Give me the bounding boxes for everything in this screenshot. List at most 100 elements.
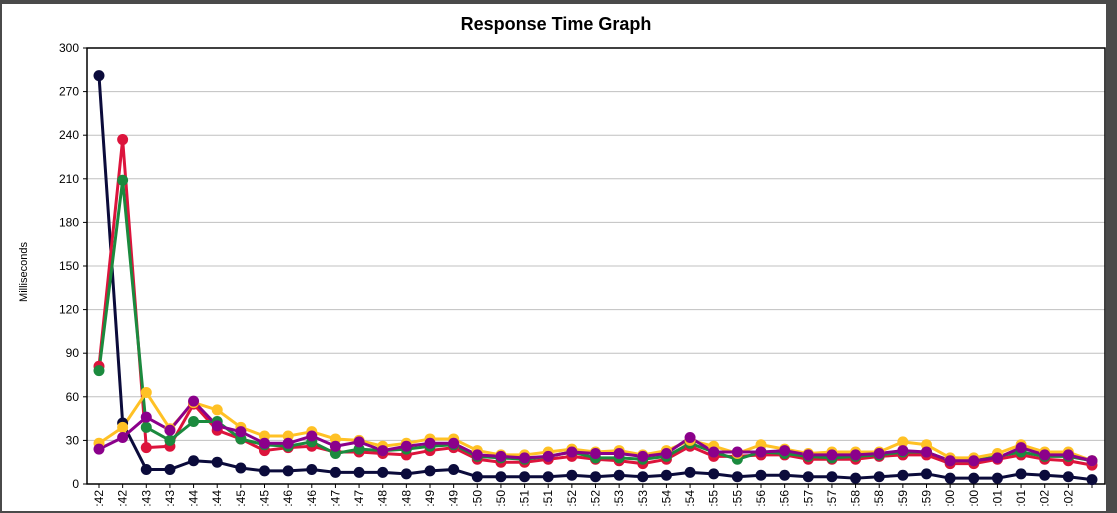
data-point [991,472,1003,484]
x-tick-label: :55 [730,490,744,507]
data-point [259,465,270,477]
x-tick-label: :56 [778,490,792,507]
data-point [140,411,152,423]
data-point [1062,471,1074,483]
x-tick-label: :58 [849,490,863,507]
x-tick-label: :43 [163,490,177,507]
data-point [448,463,460,475]
data-point [779,469,791,481]
data-point [282,437,294,449]
x-tick-label: :42 [92,490,106,507]
y-tick-label: 210 [59,172,79,186]
x-tick-label: :50 [494,490,508,507]
x-tick-label: :51 [541,490,555,507]
data-point [471,449,483,461]
data-point [921,446,932,458]
data-point [897,469,909,481]
data-point [1039,449,1051,461]
x-tick-label: :45 [258,490,272,507]
data-point [117,421,129,433]
data-point [211,404,223,416]
x-tick-label: :47 [352,490,366,507]
data-point [495,450,507,462]
data-point [779,445,791,457]
x-tick-label: :43 [139,490,153,507]
data-point [140,386,152,398]
chart-title: Response Time Graph [461,14,652,34]
data-point [542,471,554,483]
data-point [93,70,105,82]
x-tick-label: :57 [801,490,815,507]
x-tick-label: :00 [967,490,981,507]
x-tick-label: :01 [1014,490,1028,507]
data-point [590,471,601,483]
data-point [117,174,129,186]
y-tick-label: 90 [66,346,80,360]
data-point [164,434,176,446]
x-tick-label: :54 [659,490,673,507]
data-point [117,134,129,146]
x-tick-label: :51 [518,490,532,507]
data-point [448,437,460,449]
data-point [495,471,507,483]
data-point [968,455,980,467]
data-point [1086,474,1098,486]
y-tick-label: 60 [66,390,80,404]
x-tick-label: :56 [754,490,768,507]
x-tick-label: :55 [707,490,721,507]
data-point [188,455,200,467]
data-point [897,445,909,457]
data-point [164,463,176,475]
x-tick-label: :58 [872,490,886,507]
data-point [519,471,531,483]
data-point [802,471,814,483]
y-tick-label: 240 [59,128,79,142]
data-point [353,436,365,448]
data-point [259,437,270,449]
data-point [731,471,743,483]
x-tick-label: :59 [896,490,910,507]
x-tick-label: :48 [399,490,413,507]
data-point [164,424,176,436]
data-point [282,465,294,477]
data-point [660,469,672,481]
y-tick-label: 120 [59,303,79,317]
y-tick-label: 300 [59,41,79,55]
data-point [897,436,909,448]
data-point [329,466,341,478]
data-point [755,446,767,458]
x-tick-label: :46 [281,490,295,507]
data-point [637,450,649,462]
data-point [850,449,862,461]
data-point [140,442,152,454]
data-point [329,440,341,452]
x-tick-label: :47 [328,490,342,507]
x-tick-label: :48 [376,490,390,507]
data-point [93,365,105,377]
data-point [921,468,932,480]
data-point [211,456,223,468]
data-point [519,452,531,464]
data-point [424,465,436,477]
x-tick-label: :59 [920,490,934,507]
data-point [613,447,625,459]
x-tick-label: :53 [612,490,626,507]
x-tick-label: :54 [683,490,697,507]
data-point [968,472,980,484]
data-point [826,449,838,461]
data-point [235,462,247,474]
data-point [1086,455,1098,467]
data-point [590,447,601,459]
x-tick-label: :52 [589,490,603,507]
x-tick-label: :02 [1038,490,1052,507]
data-point [93,443,105,455]
data-point [684,431,696,443]
x-tick-label: :53 [636,490,650,507]
data-point [471,471,483,483]
data-point [400,440,412,452]
x-tick-label: :42 [116,490,130,507]
data-point [542,450,554,462]
x-tick-label: :44 [187,490,201,507]
data-point [944,455,956,467]
data-point [377,445,389,457]
